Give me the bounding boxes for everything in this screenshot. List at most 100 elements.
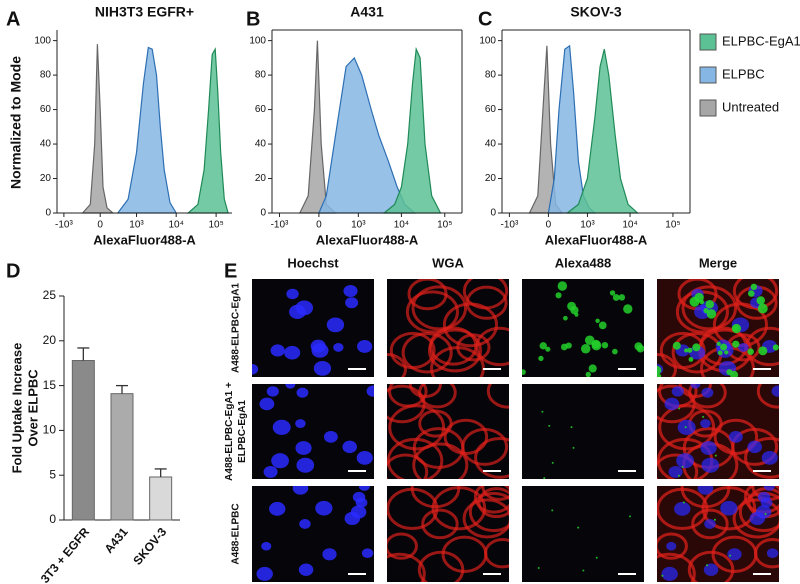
membrane — [687, 550, 735, 582]
nucleus — [313, 361, 332, 376]
image-background — [252, 486, 374, 582]
nucleus — [343, 285, 358, 298]
micrograph — [522, 486, 644, 582]
membrane — [657, 532, 688, 560]
nucleus — [666, 541, 677, 551]
nucleus — [720, 500, 738, 516]
legend-label: ELPBC-EgA1 — [722, 33, 800, 48]
x-tick-label: 10⁴ — [394, 220, 409, 231]
green-spot — [702, 415, 705, 418]
image-content — [657, 486, 779, 582]
membrane — [657, 453, 699, 479]
green-spot — [681, 465, 684, 468]
y-tick-label: 40 — [40, 139, 52, 150]
green-spot — [757, 303, 768, 314]
nucleus — [701, 457, 720, 473]
green-spot — [557, 281, 568, 291]
micrograph — [511, 279, 644, 377]
green-spot — [577, 526, 580, 529]
nucleus — [284, 345, 301, 360]
column-header: Hoechst — [287, 255, 339, 270]
green-spot — [682, 501, 685, 504]
y-tick-label: 60 — [485, 104, 497, 115]
membrane — [412, 442, 469, 479]
green-spot — [684, 426, 687, 429]
green-spot — [732, 325, 739, 332]
nucleus — [766, 548, 779, 559]
nucleus — [671, 386, 684, 397]
membrane — [462, 498, 509, 539]
bar — [149, 476, 173, 521]
nucleus — [358, 486, 370, 491]
membrane — [486, 384, 509, 409]
micrograph — [387, 279, 509, 377]
green-spot — [555, 292, 562, 299]
green-spot — [729, 554, 732, 557]
x-tick-label: 10³ — [580, 220, 595, 231]
image-content — [252, 285, 373, 376]
green-spot — [657, 365, 662, 375]
green-spot — [572, 446, 575, 449]
y-tick-label: 100 — [34, 35, 51, 46]
panel-label: E — [224, 260, 237, 282]
y-tick-label: 0 — [260, 208, 266, 219]
membrane — [732, 498, 779, 539]
nucleus — [355, 497, 368, 508]
membrane — [680, 486, 731, 509]
nucleus — [674, 501, 691, 516]
nucleus — [259, 397, 275, 411]
green-spot — [692, 343, 701, 352]
nucleus — [738, 342, 749, 352]
x-axis-label: AlexaFluor488-A — [545, 232, 648, 247]
green-spot — [584, 335, 595, 346]
legend-label: ELPBC — [722, 66, 765, 81]
green-spot — [713, 518, 716, 521]
nucleus — [690, 384, 701, 389]
green-spot — [612, 294, 620, 301]
green-spot — [563, 315, 568, 321]
chart-title: SKOV-3 — [570, 4, 622, 20]
micrograph — [252, 279, 374, 377]
green-spot — [699, 299, 705, 305]
image-content — [657, 384, 779, 479]
nucleus — [263, 465, 278, 478]
nucleus — [323, 430, 338, 443]
x-tick-label: 0 — [546, 220, 552, 231]
green-spot — [750, 283, 758, 291]
y-tick-label: 0 — [45, 208, 51, 219]
panel-label: D — [6, 260, 20, 282]
chart-title: NIH3T3 EGFR+ — [95, 4, 194, 20]
nucleus — [703, 563, 719, 576]
green-spot — [591, 340, 602, 351]
x-tick-label: -10³ — [55, 220, 73, 231]
x-axis-label: AlexaFluor488-A — [93, 232, 196, 247]
histogram-area — [565, 49, 640, 214]
green-spot — [687, 347, 693, 353]
membrane — [417, 550, 465, 582]
green-spot — [720, 343, 728, 351]
nucleus — [747, 440, 763, 454]
row-label: ELPBC-EgA1 — [237, 400, 248, 463]
micrograph — [522, 384, 644, 479]
nucleus — [345, 297, 359, 309]
x-tick-label: A431 — [102, 525, 131, 556]
image-content — [387, 384, 509, 479]
green-spot — [511, 362, 518, 369]
image-content — [259, 384, 374, 478]
nucleus — [322, 548, 337, 561]
green-spot — [747, 290, 755, 297]
y-tick-label: 40 — [255, 139, 267, 150]
histogram-area — [116, 46, 178, 214]
membrane — [387, 352, 407, 377]
nucleus — [270, 344, 285, 357]
membrane — [407, 279, 448, 311]
nucleus — [700, 441, 717, 455]
nucleus — [295, 441, 312, 455]
membrane — [678, 384, 712, 398]
micrograph — [657, 279, 779, 377]
nucleus — [728, 430, 743, 443]
green-spot — [545, 346, 551, 352]
green-spot — [551, 509, 554, 512]
image-background — [522, 384, 644, 479]
